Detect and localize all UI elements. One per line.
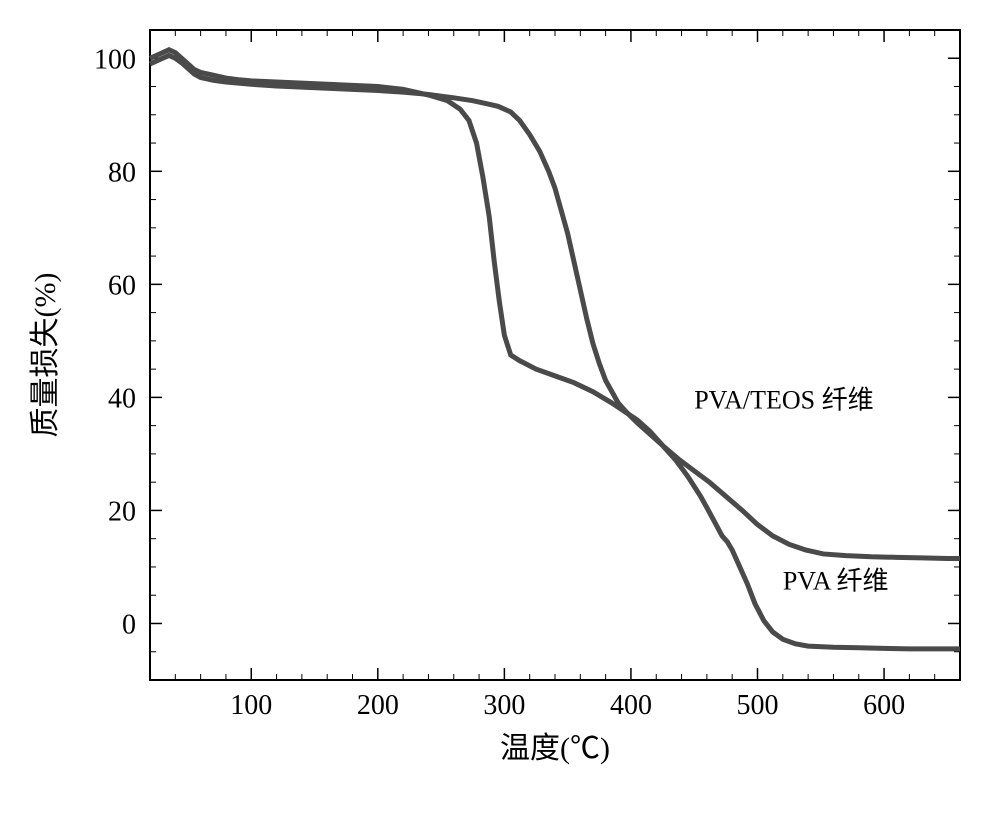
x-tick-label: 500 (737, 690, 779, 721)
x-axis-title: 温度(℃) (500, 732, 610, 765)
x-axis-tick-labels: 100 200 300 400 500 600 (230, 690, 905, 721)
x-tick-label: 400 (610, 690, 652, 721)
chart-svg: 100 200 300 400 500 600 0 20 40 60 80 100 温度(℃) 质量… (0, 0, 1000, 823)
x-tick-label: 300 (483, 690, 525, 721)
series-group (150, 50, 960, 649)
series-annotations: PVA 纤维 PVA/TEOS 纤维 (694, 386, 888, 596)
x-tick-label: 600 (863, 690, 905, 721)
y-tick-label: 100 (94, 44, 136, 75)
series-label-pva-teos-fiber: PVA/TEOS 纤维 (694, 386, 873, 415)
x-tick-label: 200 (357, 690, 399, 721)
y-tick-label: 80 (108, 157, 136, 188)
y-axis-tick-labels: 0 20 40 60 80 100 (94, 44, 136, 640)
series-pva-fiber (150, 50, 960, 649)
y-tick-label: 20 (108, 496, 136, 527)
series-label-pva-fiber: PVA 纤维 (783, 567, 889, 596)
y-tick-label: 60 (108, 270, 136, 301)
series-pva-teos-fiber (150, 55, 960, 558)
y-axis-title: 质量损失(%) (29, 273, 62, 438)
tga-chart: 100 200 300 400 500 600 0 20 40 60 80 100 温度(℃) 质量… (0, 0, 1000, 823)
x-tick-label: 100 (230, 690, 272, 721)
y-tick-label: 40 (108, 383, 136, 414)
y-tick-label: 0 (122, 609, 136, 640)
